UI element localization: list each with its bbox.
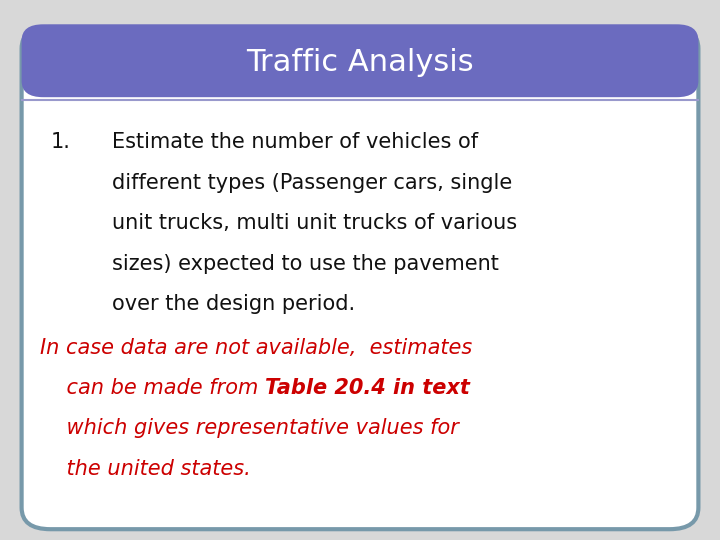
Text: Table 20.4 in text: Table 20.4 in text xyxy=(265,378,469,398)
Text: the united states.: the united states. xyxy=(40,459,251,479)
FancyBboxPatch shape xyxy=(22,27,698,529)
FancyBboxPatch shape xyxy=(22,24,698,97)
Text: Estimate the number of vehicles of: Estimate the number of vehicles of xyxy=(112,132,478,152)
Text: can be made from: can be made from xyxy=(40,378,265,398)
Text: In case data are not available,  estimates: In case data are not available, estimate… xyxy=(40,338,472,357)
Text: which gives representative values for: which gives representative values for xyxy=(40,418,459,438)
Text: different types (Passenger cars, single: different types (Passenger cars, single xyxy=(112,173,512,193)
Text: Traffic Analysis: Traffic Analysis xyxy=(246,48,474,77)
Text: 1.: 1. xyxy=(50,132,71,152)
Text: over the design period.: over the design period. xyxy=(112,294,355,314)
Text: unit trucks, multi unit trucks of various: unit trucks, multi unit trucks of variou… xyxy=(112,213,517,233)
Text: sizes) expected to use the pavement: sizes) expected to use the pavement xyxy=(112,254,498,274)
